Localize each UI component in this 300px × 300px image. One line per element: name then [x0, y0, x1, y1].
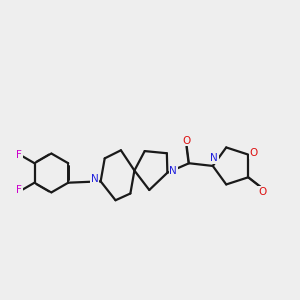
Text: F: F [16, 150, 22, 160]
Text: O: O [183, 136, 191, 146]
Text: O: O [250, 148, 258, 158]
Text: N: N [91, 174, 99, 184]
Text: F: F [16, 185, 22, 195]
Text: N: N [210, 153, 218, 163]
Text: O: O [258, 187, 266, 197]
Text: N: N [169, 166, 177, 176]
